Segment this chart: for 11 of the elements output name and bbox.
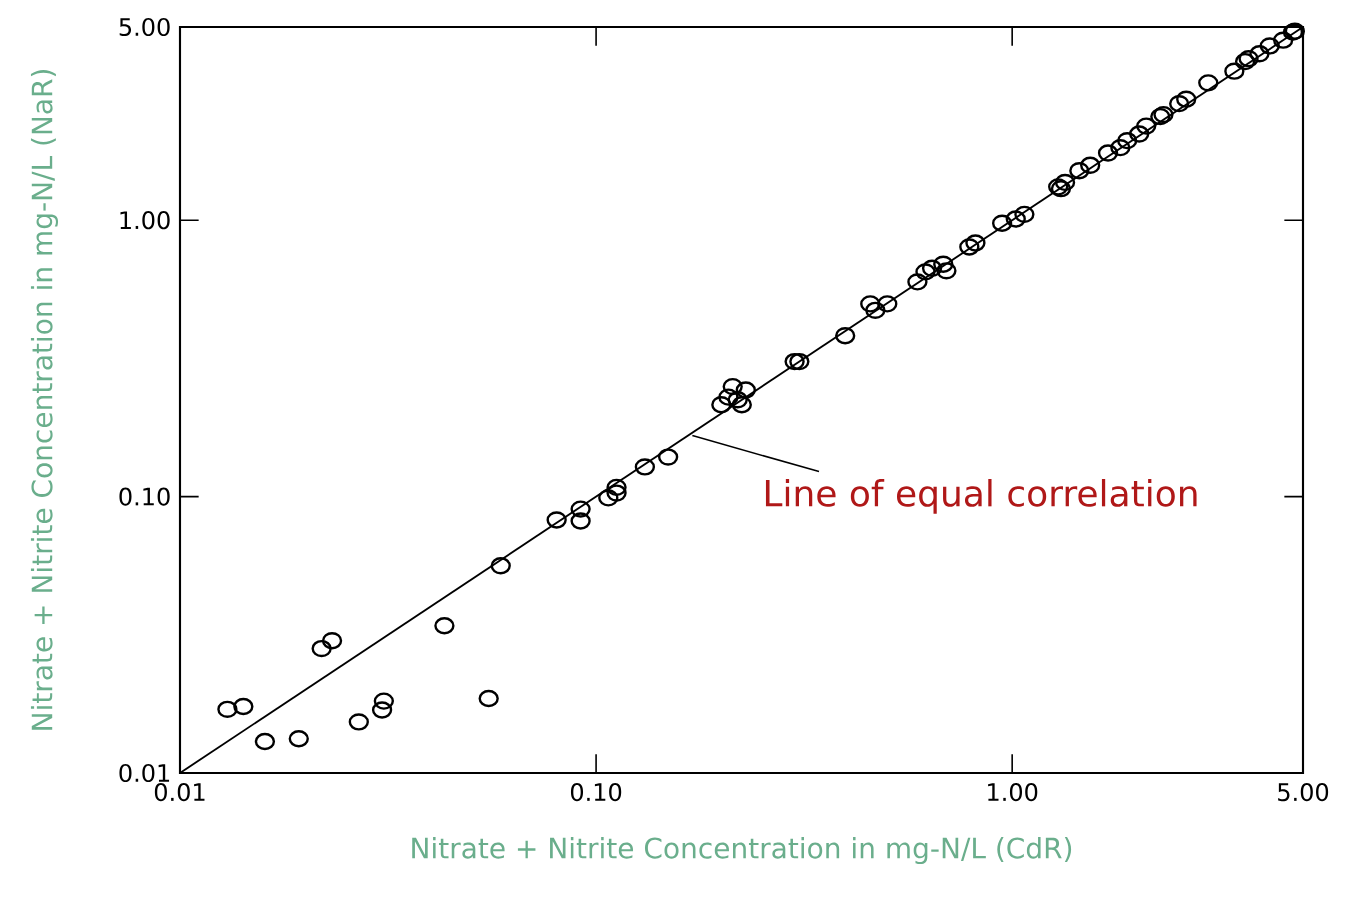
x-tick-label: 0.01 bbox=[154, 783, 205, 802]
y-tick-label: 0.10 bbox=[119, 487, 170, 506]
annotation: Line of equal correlation bbox=[765, 478, 1197, 514]
x-tick-label: 5.00 bbox=[1278, 783, 1329, 802]
y-tick-label: 5.00 bbox=[119, 17, 170, 37]
x-tick-label: 1.00 bbox=[988, 783, 1038, 802]
y-tick-label: 1.00 bbox=[120, 211, 170, 230]
x-tick-label: 0.10 bbox=[570, 783, 622, 802]
x-axis-title: Nitrate + Nitrite Concentration in mg-N/L (CdR) bbox=[412, 837, 1072, 865]
y-tick-label: 0.01 bbox=[119, 763, 170, 783]
y-axis-title: Nitrate + Nitrite Concentration in mg-N/L (NaR) bbox=[30, 70, 59, 730]
